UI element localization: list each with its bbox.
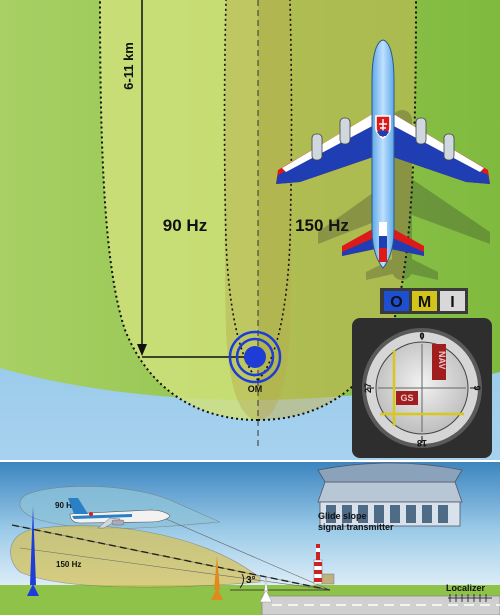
lobe-90hz-area [100, 0, 258, 420]
heading-18: 18 [417, 438, 427, 448]
glide-slope-transmitter [313, 544, 335, 585]
marker-light-outer: O [384, 291, 409, 311]
upper-signal-line [149, 511, 331, 591]
side-lobe-90hz [19, 486, 221, 529]
label-90hz-top: 90 Hz [163, 216, 207, 235]
dial-ticks [367, 333, 477, 443]
glide-path-solid [11, 524, 331, 591]
glide-angle-label: 3° [246, 575, 256, 586]
terminal-building [317, 462, 463, 527]
localizer-label: Localizer [446, 583, 486, 593]
nav-flag [432, 344, 446, 380]
marker-letter-m: M [418, 294, 431, 311]
lobe-150hz-outline [257, 0, 417, 421]
lobe-90hz-outline [99, 0, 259, 421]
heading-0: 0 [419, 331, 424, 341]
side-view-panel: 90 Hz 150 Hz 3° [0, 460, 500, 615]
marker-indicator: O M I [380, 288, 468, 314]
distance-label: 6-11 km [121, 42, 136, 90]
lower-signal-line [19, 547, 331, 591]
nav-flag-text: NAV [437, 351, 447, 369]
outer-marker-label: OM [248, 384, 263, 394]
glide-slope-label-line1: Glide slope [318, 511, 367, 521]
heading-9: 9 [472, 385, 482, 390]
marker-light-middle: M [412, 291, 437, 311]
runway [261, 595, 500, 615]
outer-marker-beacon [228, 330, 282, 384]
glide-slope-label-line2: signal transmitter [318, 522, 394, 532]
marker-light-inner: I [440, 291, 465, 311]
inner-marker-antenna [259, 575, 273, 603]
top-view-panel: 6-11 km 90 Hz 150 Hz OM [0, 0, 500, 460]
side-label-150hz: 150 Hz [56, 560, 81, 569]
middle-marker-antenna [211, 556, 223, 600]
label-150hz-top: 150 Hz [295, 216, 349, 235]
distance-arrow-head [137, 344, 147, 356]
outer-marker-antenna [27, 506, 39, 596]
side-lobe-150hz [10, 525, 261, 588]
aircraft-top-view [276, 39, 490, 269]
gs-flag-text: GS [400, 393, 413, 403]
glide-angle-arc [239, 573, 245, 589]
marker-letter-o: O [390, 294, 402, 311]
localizer-antenna-array [448, 594, 492, 602]
side-label-90hz: 90 Hz [55, 501, 76, 510]
aircraft-side-view [68, 498, 171, 529]
ils-instrument: 0 9 18 27 NAV GS [352, 318, 492, 458]
marker-letter-i: I [450, 294, 454, 311]
gs-flag [396, 391, 418, 405]
heading-27: 27 [363, 383, 373, 393]
